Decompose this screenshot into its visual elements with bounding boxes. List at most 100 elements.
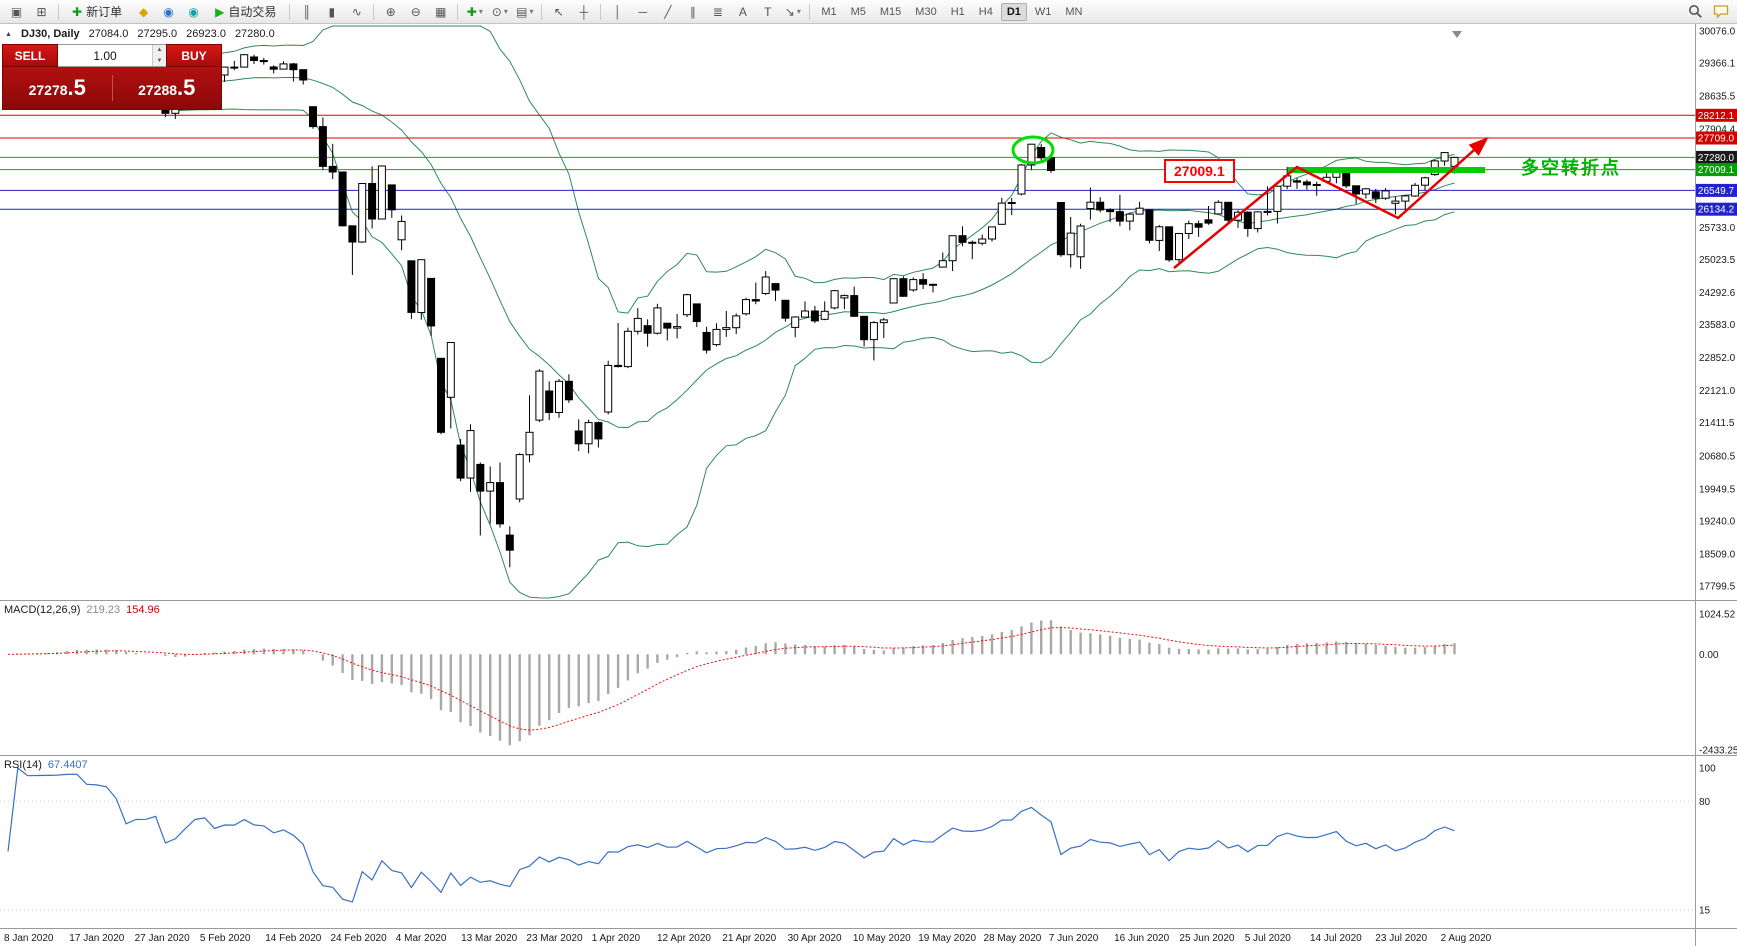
templates-icon-dropdown[interactable]: ▾: [529, 7, 534, 16]
rsi-axis-label: 15: [1699, 906, 1711, 917]
candle: [515, 454, 524, 500]
indicators-icon[interactable]: ✚ ▾: [463, 1, 486, 22]
timeframe-m5[interactable]: M5: [850, 5, 866, 18]
candle: [1027, 143, 1036, 166]
window-icon[interactable]: ▣: [5, 1, 28, 22]
price-axis-label: 21411.5: [1699, 418, 1735, 429]
candle: [1165, 226, 1174, 261]
candlestick-chart-icon[interactable]: ▮: [320, 1, 343, 22]
date-label: 25 Jun 2020: [1179, 933, 1234, 944]
volume-up-button[interactable]: ▲: [153, 45, 166, 56]
candle: [1440, 152, 1449, 162]
timeframe-d1[interactable]: D1: [1000, 2, 1027, 21]
mql5-icon[interactable]: ◉: [182, 1, 205, 22]
metaeditor-icon[interactable]: ◆: [132, 1, 155, 22]
candle: [1007, 202, 1016, 204]
label-icon[interactable]: T: [756, 1, 779, 22]
candle: [997, 202, 1006, 225]
candle: [1293, 180, 1301, 183]
volume-spinner[interactable]: ▲ ▼: [152, 45, 166, 66]
chart-area[interactable]: 30076.0 29366.1 28635.5 27904.4 25733.0 25023…: [0, 24, 1737, 946]
timeframe-m30[interactable]: M30: [915, 5, 937, 18]
support-zone-bar: [1288, 167, 1485, 173]
tile-windows-icon-glyph: ▦: [435, 4, 447, 19]
one-click-collapse-icon[interactable]: ▲: [5, 30, 12, 38]
vertical-line-icon[interactable]: │: [606, 1, 629, 22]
candle: [702, 331, 711, 351]
sell-button[interactable]: SELL: [2, 44, 58, 67]
price-axis-label: 22852.0: [1699, 353, 1736, 364]
templates-icon-glyph: ▤: [516, 4, 528, 19]
candle: [328, 165, 337, 173]
periods-icon[interactable]: ⊙ ▾: [488, 1, 511, 22]
buy-button[interactable]: BUY: [166, 44, 222, 67]
time-axis: 8 Jan 2020 17 Jan 2020 27 Jan 2020 5 Feb 20…: [4, 933, 1492, 944]
new-chart-icon[interactable]: ⊞: [30, 1, 53, 22]
zoom-in-icon[interactable]: ⊕: [379, 1, 402, 22]
one-click-trading-panel[interactable]: SELL 1.00 ▲ ▼ BUY 27278.5 27288.5: [2, 44, 222, 110]
ohlc-low: 26923.0: [186, 28, 226, 40]
candle: [1086, 201, 1095, 209]
line-chart-icon[interactable]: ∿: [345, 1, 368, 22]
buy-price[interactable]: 27288.5: [138, 75, 196, 100]
timeframe-mn[interactable]: MN: [1065, 5, 1083, 18]
chat-icon[interactable]: [1709, 1, 1732, 22]
macd-signal-line: [7, 627, 1455, 731]
new-order-button[interactable]: ✚ 新订单: [64, 1, 130, 22]
volume-value[interactable]: 1.00: [93, 48, 117, 63]
indicators-icon-dropdown[interactable]: ▾: [478, 7, 483, 16]
candle: [1106, 209, 1115, 213]
autotrading-button[interactable]: ▶ 自动交易: [207, 1, 284, 22]
candle: [545, 390, 554, 413]
trendline-icon[interactable]: ╱: [656, 1, 679, 22]
candle: [1312, 184, 1321, 186]
level-price-tag: [1696, 183, 1737, 197]
templates-icon[interactable]: ▤ ▾: [513, 1, 536, 22]
zoom-in-icon-glyph: ⊕: [385, 4, 396, 19]
periods-icon-dropdown[interactable]: ▾: [503, 7, 508, 16]
crosshair-icon[interactable]: ┼: [572, 1, 595, 22]
autotrading-button-icon: ▶: [215, 4, 225, 19]
timeframe-w1[interactable]: W1: [1034, 5, 1052, 18]
candle: [840, 295, 849, 299]
price-axis-label: 22121.0: [1699, 386, 1736, 397]
candle: [958, 235, 967, 243]
timeframe-h1[interactable]: H1: [950, 5, 965, 18]
candle: [751, 299, 760, 302]
community-icon[interactable]: ◉: [157, 1, 180, 22]
fibonacci-icon[interactable]: ≣: [706, 1, 729, 22]
volume-down-button[interactable]: ▼: [153, 55, 166, 66]
sell-price[interactable]: 27278.5: [3, 75, 113, 101]
autotrading-button-label: 自动交易: [228, 5, 277, 19]
candle: [692, 303, 701, 322]
timeframe-h4[interactable]: H4: [978, 5, 993, 18]
arrows-icon-dropdown[interactable]: ▾: [796, 7, 801, 16]
volume-control[interactable]: 1.00 ▲ ▼: [58, 44, 166, 67]
channel-icon[interactable]: ∥: [681, 1, 704, 22]
chart-shift-marker[interactable]: [1452, 31, 1462, 38]
date-label: 21 Apr 2020: [722, 933, 776, 944]
timeframe-m15[interactable]: M15: [879, 5, 902, 18]
toolbar-separator: [58, 3, 59, 20]
text-icon[interactable]: A: [731, 1, 754, 22]
timeframe-m1[interactable]: M1: [821, 5, 837, 18]
zoom-out-icon[interactable]: ⊖: [404, 1, 427, 22]
bar-chart-icon[interactable]: ║: [295, 1, 318, 22]
horizontal-line-icon[interactable]: ─: [631, 1, 654, 22]
search-icon[interactable]: [1684, 1, 1707, 22]
turning-point-label: 多空转折点: [1521, 158, 1621, 178]
candle: [1263, 210, 1272, 213]
candle: [614, 364, 623, 368]
candle: [1194, 223, 1203, 228]
cursor-icon[interactable]: ↖: [547, 1, 570, 22]
candle: [1421, 177, 1429, 186]
candle: [584, 422, 593, 445]
candle: [929, 283, 937, 286]
trendline-icon-glyph: ╱: [664, 4, 672, 19]
candle: [899, 278, 908, 297]
candle: [978, 238, 987, 244]
arrows-icon[interactable]: ↘ ▾: [781, 1, 804, 22]
date-label: 17 Jan 2020: [69, 933, 124, 944]
tile-windows-icon[interactable]: ▦: [429, 1, 452, 22]
candle: [909, 279, 918, 291]
